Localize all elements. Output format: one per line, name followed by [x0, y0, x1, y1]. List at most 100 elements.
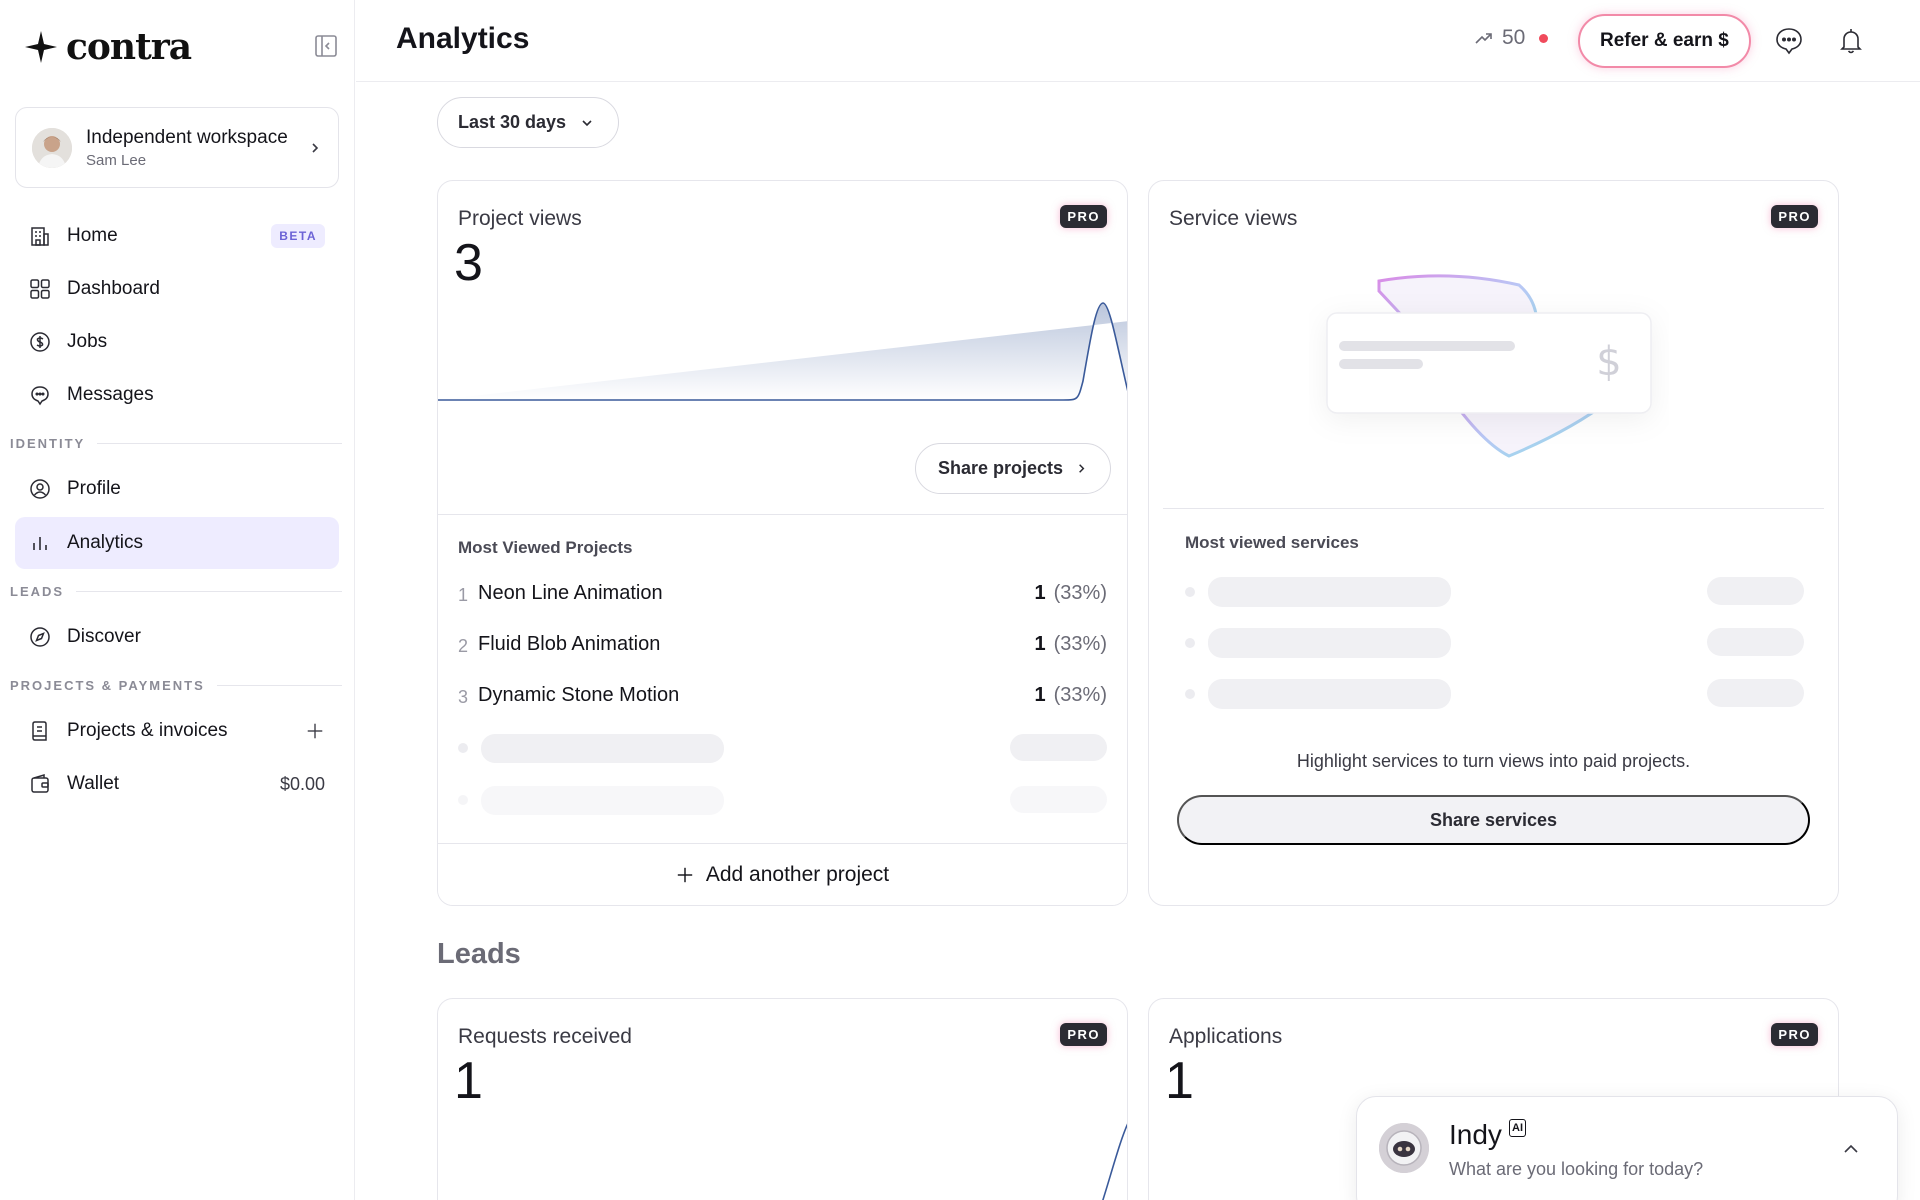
page-title: Analytics	[396, 22, 530, 55]
requests-sparkline	[1102, 1123, 1127, 1200]
sidebar-item-home[interactable]: Home BETA	[15, 210, 339, 262]
plus-icon[interactable]	[305, 721, 325, 741]
list-item[interactable]: 1 Neon Line Animation 1 (33%)	[458, 575, 1107, 611]
collapse-sidebar-icon[interactable]	[314, 34, 338, 58]
skeleton-dot	[458, 795, 468, 805]
pro-badge: PRO	[1771, 1023, 1818, 1046]
chevron-down-icon	[582, 119, 592, 126]
date-range-dropdown[interactable]: Last 30 days	[437, 97, 620, 148]
section-label-identity: IDENTITY	[10, 436, 342, 451]
pro-badge: PRO	[1060, 1023, 1107, 1046]
sidebar-item-wallet[interactable]: Wallet $0.00	[15, 758, 339, 810]
skeleton-bar	[1010, 786, 1107, 813]
user-circle-icon	[30, 479, 50, 499]
sidebar-item-label: Discover	[67, 626, 141, 647]
sidebar-item-label: Messages	[67, 384, 154, 405]
sidebar-item-analytics[interactable]: Analytics	[15, 517, 339, 569]
list-item[interactable]: 2 Fluid Blob Animation 1 (33%)	[458, 626, 1107, 662]
sidebar-item-label: Dashboard	[67, 278, 160, 299]
most-viewed-services-title: Most viewed services	[1185, 533, 1359, 552]
leads-section-title: Leads	[437, 938, 521, 970]
card-title: Service views	[1169, 207, 1298, 230]
indy-name: Indy	[1449, 1119, 1502, 1150]
requests-count: 1	[454, 1052, 483, 1110]
chevron-right-icon	[1079, 464, 1085, 473]
invoice-icon	[32, 721, 47, 741]
indy-avatar	[1379, 1123, 1429, 1173]
sidebar-item-dashboard[interactable]: Dashboard	[15, 263, 339, 315]
rank: 1	[458, 584, 469, 605]
sidebar-item-projects-invoices[interactable]: Projects & invoices	[15, 705, 339, 757]
workspace-switcher[interactable]: Independent workspace Sam Lee	[15, 107, 339, 188]
project-views-count: 3	[454, 234, 483, 292]
list-item[interactable]: 3 Dynamic Stone Motion 1 (33%)	[458, 677, 1107, 713]
project-name: Fluid Blob Animation	[478, 632, 661, 655]
section-label-text: LEADS	[10, 584, 65, 599]
contra-star-icon	[25, 31, 57, 63]
divider	[1163, 508, 1824, 509]
sidebar-item-label: Analytics	[67, 532, 144, 553]
project-views-card: Project views PRO 3 Share projects Most …	[437, 180, 1128, 906]
sidebar-item-discover[interactable]: Discover	[15, 611, 339, 663]
bell-icon[interactable]	[1836, 26, 1866, 56]
project-name: Dynamic Stone Motion	[478, 683, 680, 706]
wallet-balance: $0.00	[279, 773, 325, 794]
ai-badge: AI	[1509, 1119, 1526, 1137]
requests-received-card: Requests received PRO 1	[437, 998, 1128, 1200]
plus-icon	[677, 867, 693, 882]
sidebar-item-messages[interactable]: Messages	[15, 369, 339, 421]
grid-icon	[30, 279, 50, 299]
share-projects-button[interactable]: Share projects	[914, 443, 1111, 494]
skeleton-bar	[1707, 628, 1804, 656]
sidebar-item-jobs[interactable]: Jobs	[15, 316, 339, 368]
service-views-card: Service views PRO $ Most viewed services…	[1148, 180, 1839, 906]
bar-chart-icon	[33, 537, 47, 550]
chat-bubble-icon	[31, 386, 49, 406]
rank: 3	[458, 686, 469, 707]
skeleton-bar	[1208, 679, 1451, 709]
view-count: 1	[1034, 683, 1046, 706]
most-viewed-projects-title: Most Viewed Projects	[458, 538, 633, 557]
section-label-text: IDENTITY	[10, 436, 86, 451]
skeleton-bar	[1208, 577, 1451, 607]
highlight-services-text: Highlight services to turn views into pa…	[1296, 751, 1691, 771]
skeleton-bar	[1208, 628, 1451, 658]
view-percent: (33%)	[1053, 683, 1107, 706]
applications-count: 1	[1165, 1052, 1194, 1110]
skeleton-dot	[1185, 689, 1195, 699]
skeleton-dot	[1185, 587, 1195, 597]
card-title: Project views	[458, 207, 582, 230]
service-illustration: $	[1326, 274, 1652, 458]
add-project-button[interactable]: Add another project	[438, 843, 1127, 905]
skeleton-bar	[1010, 734, 1107, 761]
chat-icon[interactable]	[1774, 26, 1804, 56]
sidebar-item-label: Projects & invoices	[67, 720, 228, 741]
skeleton-bar	[481, 734, 724, 763]
refer-earn-button[interactable]: Refer & earn $	[1578, 14, 1751, 68]
sidebar-item-profile[interactable]: Profile	[15, 463, 339, 515]
contra-logo[interactable]: contra	[24, 26, 192, 68]
pro-badge: PRO	[1771, 205, 1818, 228]
top-header: Analytics 50 Refer & earn $	[356, 0, 1920, 82]
chevron-right-icon	[312, 142, 319, 153]
project-name: Neon Line Animation	[478, 581, 663, 604]
skeleton-bar	[1707, 577, 1804, 605]
card-title: Applications	[1169, 1025, 1283, 1048]
share-services-button[interactable]: Share services	[1177, 795, 1810, 845]
skeleton-dot	[458, 743, 468, 753]
project-views-sparkline	[438, 302, 1127, 401]
skeleton-bar	[1707, 679, 1804, 707]
divider	[438, 514, 1127, 515]
sidebar-item-label: Home	[67, 225, 118, 246]
view-percent: (33%)	[1053, 581, 1107, 604]
view-count: 1	[1034, 632, 1046, 655]
rank: 2	[458, 635, 469, 656]
notification-dot	[1539, 33, 1549, 43]
sidebar: contra Independent workspace Sam Lee Hom…	[0, 0, 355, 1200]
chevron-up-icon[interactable]	[1841, 1139, 1861, 1159]
beta-badge: BETA	[271, 224, 325, 248]
indy-assistant-widget[interactable]: Indy AI What are you looking for today?	[1356, 1096, 1898, 1200]
trending-up-icon	[1475, 33, 1492, 44]
streak-indicator[interactable]: 50	[1474, 26, 1549, 50]
section-label-text: PROJECTS & PAYMENTS	[10, 678, 205, 693]
